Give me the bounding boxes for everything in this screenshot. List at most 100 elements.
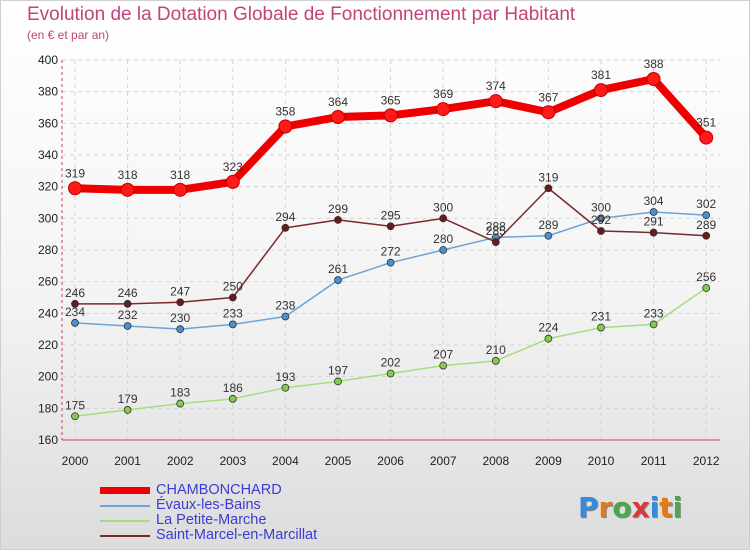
y-tick-label: 360 <box>38 116 58 130</box>
data-point <box>700 131 713 144</box>
x-tick-label: 2007 <box>430 454 457 468</box>
data-point <box>121 183 134 196</box>
data-point <box>72 319 79 326</box>
data-label: 175 <box>65 398 85 412</box>
data-point <box>650 321 657 328</box>
data-label: 285 <box>486 224 506 238</box>
data-point <box>226 175 239 188</box>
y-tick-label: 260 <box>38 275 58 289</box>
x-tick-label: 2006 <box>377 454 404 468</box>
data-label: 231 <box>591 310 611 324</box>
data-label: 318 <box>118 168 138 182</box>
x-tick-label: 2005 <box>325 454 352 468</box>
y-tick-label: 160 <box>38 433 58 447</box>
legend-swatch <box>100 505 150 507</box>
proxiti-logo: Proxiti <box>578 491 682 524</box>
legend-label: Évaux-les-Bains <box>156 498 261 513</box>
data-label: 246 <box>118 286 138 300</box>
data-label: 183 <box>170 386 190 400</box>
data-label: 272 <box>381 245 401 259</box>
data-label: 232 <box>118 308 138 322</box>
data-point <box>542 106 555 119</box>
data-label: 358 <box>275 105 295 119</box>
data-label: 381 <box>591 68 611 82</box>
data-point <box>282 313 289 320</box>
y-tick-label: 340 <box>38 148 58 162</box>
data-label: 367 <box>538 90 558 104</box>
data-label: 364 <box>328 95 348 109</box>
data-point <box>387 259 394 266</box>
logo-letter: t <box>659 491 672 524</box>
data-label: 319 <box>538 170 558 184</box>
y-tick-label: 200 <box>38 370 58 384</box>
data-point <box>545 335 552 342</box>
y-tick-label: 240 <box>38 306 58 320</box>
data-point <box>440 247 447 254</box>
data-point <box>177 299 184 306</box>
data-point <box>492 357 499 364</box>
data-label: 256 <box>696 270 716 284</box>
y-tick-label: 320 <box>38 180 58 194</box>
x-tick-label: 2008 <box>482 454 509 468</box>
data-label: 238 <box>275 299 295 313</box>
y-tick-label: 280 <box>38 243 58 257</box>
data-label: 304 <box>644 194 664 208</box>
data-point <box>282 384 289 391</box>
data-label: 289 <box>696 218 716 232</box>
logo-letter: r <box>599 491 613 524</box>
data-label: 302 <box>696 197 716 211</box>
data-label: 179 <box>118 392 138 406</box>
logo-letter: i <box>650 491 660 524</box>
legend-swatch <box>100 535 150 537</box>
logo-letter: P <box>578 491 599 524</box>
x-tick-label: 2000 <box>62 454 89 468</box>
data-point <box>387 370 394 377</box>
data-point <box>387 223 394 230</box>
data-label: 318 <box>170 168 190 182</box>
data-label: 292 <box>591 213 611 227</box>
legend-label: La Petite-Marche <box>156 513 266 528</box>
data-label: 202 <box>381 356 401 370</box>
legend-label: Saint-Marcel-en-Marcillat <box>156 528 317 543</box>
x-tick-label: 2010 <box>588 454 615 468</box>
x-tick-label: 2001 <box>114 454 141 468</box>
data-label: 193 <box>275 370 295 384</box>
y-tick-label: 300 <box>38 211 58 225</box>
data-point <box>650 229 657 236</box>
data-point <box>384 109 397 122</box>
data-label: 246 <box>65 286 85 300</box>
data-point <box>489 95 502 108</box>
data-label: 197 <box>328 363 348 377</box>
legend-swatch <box>100 520 150 522</box>
data-point <box>69 182 82 195</box>
data-label: 224 <box>538 321 558 335</box>
data-point <box>703 232 710 239</box>
data-label: 233 <box>223 306 243 320</box>
y-tick-label: 180 <box>38 401 58 415</box>
data-label: 294 <box>275 210 295 224</box>
x-tick-label: 2012 <box>693 454 720 468</box>
data-point <box>647 73 660 86</box>
data-label: 388 <box>644 57 664 71</box>
data-label: 369 <box>433 87 453 101</box>
data-point <box>124 300 131 307</box>
data-label: 247 <box>170 284 190 298</box>
data-point <box>282 224 289 231</box>
x-tick-label: 2002 <box>167 454 194 468</box>
data-label: 374 <box>486 79 506 93</box>
data-label: 186 <box>223 381 243 395</box>
data-point <box>72 300 79 307</box>
data-label: 280 <box>433 232 453 246</box>
data-label: 207 <box>433 348 453 362</box>
data-point <box>335 378 342 385</box>
data-label: 230 <box>170 311 190 325</box>
data-label: 291 <box>644 215 664 229</box>
data-point <box>440 215 447 222</box>
data-point <box>335 277 342 284</box>
logo-letter: i <box>673 491 683 524</box>
data-label: 295 <box>381 208 401 222</box>
data-label: 289 <box>538 218 558 232</box>
data-label: 210 <box>486 343 506 357</box>
data-label: 300 <box>433 200 453 214</box>
data-point <box>124 323 131 330</box>
